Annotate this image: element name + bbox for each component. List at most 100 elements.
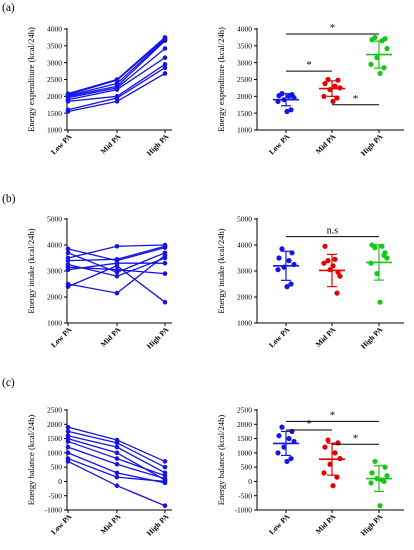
x-tick-label: Mid PA — [99, 512, 123, 536]
y-axis-label: Energy intake (kcal/24h) — [216, 228, 226, 313]
y-axis-label: Energy balance (kcal/24h) — [216, 415, 226, 506]
data-point — [288, 455, 294, 462]
data-point — [337, 273, 343, 279]
y-tick-label: 1500 — [47, 109, 62, 118]
data-point — [334, 290, 340, 296]
data-point — [114, 444, 120, 450]
data-point — [286, 258, 292, 264]
significance-label: n.s — [327, 226, 339, 237]
data-point — [275, 267, 281, 273]
data-point — [279, 246, 285, 252]
y-tick-label: 1500 — [237, 109, 252, 118]
data-point — [377, 70, 383, 77]
data-point — [276, 255, 282, 261]
y-tick-label: 3000 — [47, 58, 62, 67]
panel-label-a: (a) — [2, 2, 15, 14]
panel-label-b: (b) — [2, 193, 16, 205]
data-point — [114, 77, 120, 83]
y-tick-label: -500 — [48, 491, 62, 500]
data-point — [325, 437, 331, 443]
data-point — [162, 260, 168, 266]
data-point — [332, 256, 338, 262]
y-tick-label: 1000 — [237, 448, 252, 457]
data-point — [162, 464, 168, 470]
significance-label: * — [306, 418, 312, 430]
data-point — [65, 439, 71, 444]
data-point — [162, 46, 168, 51]
y-tick-label: 0 — [58, 477, 62, 486]
y-axis-label: Energy expenditure (kcal/24h) — [26, 27, 36, 132]
data-point — [162, 65, 168, 71]
data-point — [369, 470, 375, 476]
data-point — [65, 450, 71, 456]
x-tick-label: Mid PA — [99, 325, 123, 349]
data-point — [325, 258, 331, 264]
x-tick-label: Mid PA — [314, 512, 338, 536]
data-point — [114, 461, 120, 467]
chart-a-left: 1000 1500 2000 2500 3000 3500 4000 Low PA Mid PA… — [26, 25, 172, 158]
significance-label: * — [330, 409, 336, 421]
data-point — [162, 253, 168, 258]
data-point — [65, 258, 71, 263]
data-point — [65, 109, 71, 114]
data-point — [330, 98, 336, 104]
data-point — [381, 478, 387, 485]
x-tick-label: High PA — [145, 512, 171, 538]
data-point — [381, 252, 387, 258]
chart-b-right: 1000 2000 3000 4000 5000 Low PA Mid PA High PA E… — [216, 215, 404, 351]
panel-label-c: (c) — [2, 377, 15, 389]
data-point — [330, 263, 336, 269]
y-tick-label: 1500 — [237, 434, 252, 443]
y-axis-label: Energy expenditure (kcal/24h) — [216, 27, 226, 132]
x-tick-label: High PA — [359, 325, 385, 351]
y-tick-label: 1000 — [237, 126, 252, 135]
data-point — [284, 284, 290, 290]
data-point — [369, 242, 375, 248]
data-point — [327, 461, 333, 467]
y-tick-label: 3500 — [237, 41, 252, 50]
y-tick-label: 2000 — [47, 92, 62, 101]
data-point — [114, 470, 120, 476]
significance-label: * — [353, 93, 359, 105]
data-point — [374, 55, 380, 61]
data-point — [65, 250, 71, 256]
data-point — [162, 55, 168, 60]
data-point — [368, 480, 374, 486]
x-tick-label: High PA — [359, 512, 385, 538]
y-tick-label: 1000 — [47, 448, 62, 457]
data-point — [65, 246, 71, 252]
y-tick-label: 4000 — [47, 241, 62, 250]
data-point — [284, 108, 290, 115]
data-point — [114, 440, 120, 446]
data-point — [322, 444, 328, 450]
data-point — [377, 299, 383, 305]
data-point — [335, 77, 341, 83]
x-tick-label: High PA — [145, 132, 171, 158]
data-point — [114, 244, 120, 249]
data-point — [65, 284, 71, 289]
y-tick-label: 2000 — [47, 293, 62, 302]
x-tick-label: Low PA — [267, 512, 292, 537]
y-axis-label: Energy intake (kcal/24h) — [26, 228, 36, 313]
data-point — [65, 429, 71, 434]
data-point — [162, 38, 168, 44]
data-point — [276, 93, 282, 99]
y-tick-label: 2000 — [47, 420, 62, 429]
data-point — [162, 71, 168, 76]
x-tick-label: High PA — [145, 325, 171, 351]
data-point — [322, 80, 328, 87]
x-tick-label: Low PA — [267, 132, 292, 157]
data-point — [279, 424, 285, 430]
data-point — [114, 257, 120, 262]
chart-c-left: -1000 -500 0 500 1000 1500 2000 2500 Low PA Mid P… — [26, 406, 172, 538]
y-tick-label: 1500 — [47, 434, 62, 443]
data-point — [332, 83, 338, 89]
data-point — [114, 99, 120, 104]
y-tick-label: 4000 — [237, 241, 252, 250]
significance-label: * — [330, 22, 336, 34]
data-point — [384, 45, 390, 52]
data-point — [284, 458, 290, 465]
data-point — [114, 267, 120, 273]
y-tick-label: -1000 — [45, 506, 63, 515]
significance-label: * — [353, 432, 359, 444]
